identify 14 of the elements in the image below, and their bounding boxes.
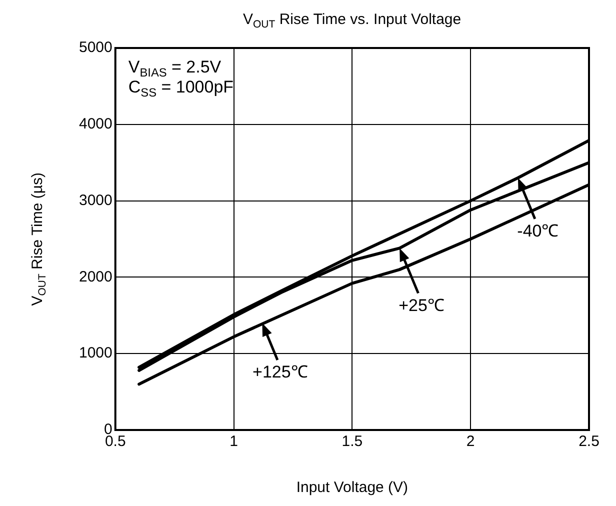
y-axis-title: VOUT Rise Time (µs) <box>29 172 48 306</box>
y-tick-label: 4000 <box>78 116 112 133</box>
y-tick-label: 1000 <box>78 344 112 362</box>
y-tick-label: 2000 <box>78 268 112 286</box>
x-tick-label: 1 <box>230 433 238 450</box>
x-axis-title: Input Voltage (V) <box>296 479 408 496</box>
annotation: +25℃ <box>398 296 444 315</box>
y-tick-label: 5000 <box>78 39 112 56</box>
x-tick-label: 2.5 <box>578 433 600 450</box>
x-tick-label: 2 <box>466 433 475 450</box>
annotation: -40℃ <box>517 222 559 241</box>
annotation: +125℃ <box>252 362 308 382</box>
x-tick-label: 1.5 <box>342 433 363 450</box>
y-tick-label: 3000 <box>78 192 112 209</box>
